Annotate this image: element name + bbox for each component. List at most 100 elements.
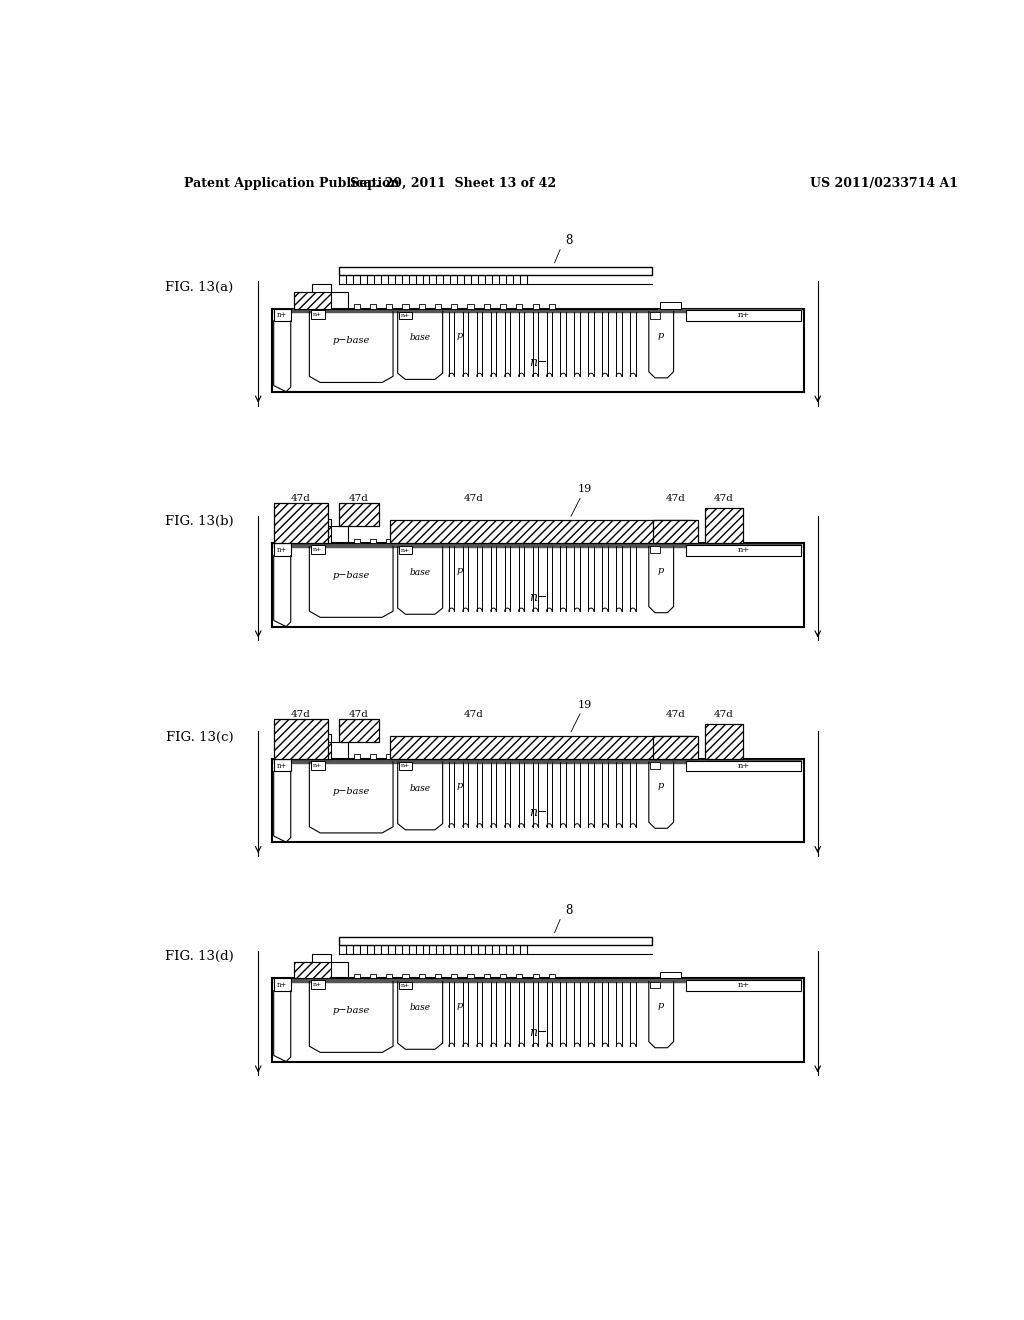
Text: Sep. 29, 2011  Sheet 13 of 42: Sep. 29, 2011 Sheet 13 of 42 (350, 177, 557, 190)
Text: p: p (457, 566, 463, 574)
Bar (419, 539, 425, 544)
Text: 47d: 47d (349, 710, 369, 719)
Text: n+: n+ (737, 312, 750, 319)
Bar (467, 539, 474, 544)
Text: 47d: 47d (666, 710, 686, 719)
Bar (659, 302, 681, 309)
Text: n+: n+ (737, 546, 750, 554)
Text: n−: n− (528, 1026, 547, 1039)
Text: p−base: p−base (333, 1006, 370, 1015)
Bar (273, 544, 802, 548)
Text: 47d: 47d (291, 710, 310, 719)
Bar (311, 760, 325, 770)
Bar (273, 309, 802, 313)
Bar (452, 755, 458, 759)
Bar (402, 974, 409, 978)
Text: 19: 19 (579, 484, 592, 495)
Bar (386, 539, 392, 544)
Bar (390, 737, 692, 759)
Text: 47d: 47d (714, 494, 734, 503)
Text: n+: n+ (313, 546, 323, 552)
Bar (311, 545, 325, 554)
Bar (386, 755, 392, 759)
Bar (402, 304, 409, 309)
Text: n+: n+ (400, 548, 410, 553)
Text: p−base: p−base (333, 337, 370, 346)
Bar (353, 974, 359, 978)
Text: FIG. 13(c): FIG. 13(c) (166, 731, 233, 744)
Bar (273, 978, 291, 991)
Bar (686, 310, 801, 321)
Text: 47d: 47d (714, 710, 734, 719)
Bar (500, 974, 506, 978)
Bar (435, 539, 441, 544)
Bar (273, 503, 328, 544)
Text: p: p (457, 781, 463, 791)
Bar (294, 527, 331, 544)
Bar (390, 520, 692, 544)
Bar (435, 974, 441, 978)
Bar (452, 539, 458, 544)
Bar (353, 539, 359, 544)
Bar (500, 304, 506, 309)
Bar (339, 503, 379, 527)
Text: n+: n+ (313, 313, 323, 317)
Text: n+: n+ (278, 312, 288, 319)
Text: n+: n+ (278, 981, 288, 990)
Text: p: p (658, 331, 665, 341)
Bar (311, 310, 325, 319)
Bar (483, 539, 489, 544)
Text: 47d: 47d (291, 494, 310, 503)
Text: p−base: p−base (333, 572, 370, 581)
Bar (500, 755, 506, 759)
Bar (370, 755, 376, 759)
Bar (386, 974, 392, 978)
Text: n+: n+ (313, 763, 323, 768)
Bar (686, 760, 801, 771)
Bar (483, 974, 489, 978)
Bar (650, 312, 659, 318)
Bar (273, 759, 291, 771)
Text: Patent Application Publication: Patent Application Publication (183, 177, 399, 190)
Bar (353, 755, 359, 759)
Text: n+: n+ (737, 762, 750, 770)
Text: p−base: p−base (333, 787, 370, 796)
Text: n−: n− (528, 807, 547, 820)
Bar (483, 304, 489, 309)
Bar (339, 719, 379, 742)
Text: n+: n+ (400, 313, 410, 318)
Bar (370, 974, 376, 978)
Text: p: p (658, 781, 665, 791)
Bar (294, 742, 331, 759)
Bar (419, 974, 425, 978)
Bar (516, 304, 522, 309)
Bar (273, 544, 291, 556)
Bar (467, 974, 474, 978)
Bar (653, 737, 698, 759)
Bar (686, 545, 801, 556)
Bar (705, 508, 743, 544)
Bar (549, 755, 555, 759)
Bar (516, 539, 522, 544)
Text: 19: 19 (579, 700, 592, 710)
Bar (399, 312, 412, 319)
Bar (419, 755, 425, 759)
Bar (549, 304, 555, 309)
Bar (653, 520, 698, 544)
Bar (399, 546, 412, 554)
Text: p: p (457, 331, 463, 341)
Bar (402, 539, 409, 544)
Bar (659, 973, 681, 978)
Bar (650, 762, 659, 770)
Bar (419, 304, 425, 309)
Text: n+: n+ (400, 983, 410, 987)
Bar (353, 304, 359, 309)
Text: FIG. 13(b): FIG. 13(b) (165, 515, 233, 528)
Bar (294, 292, 331, 309)
Text: FIG. 13(a): FIG. 13(a) (165, 280, 233, 293)
Bar (294, 961, 331, 978)
Bar (339, 937, 652, 945)
Text: 47d: 47d (464, 494, 483, 503)
Bar (705, 723, 743, 759)
Text: n+: n+ (278, 546, 288, 554)
